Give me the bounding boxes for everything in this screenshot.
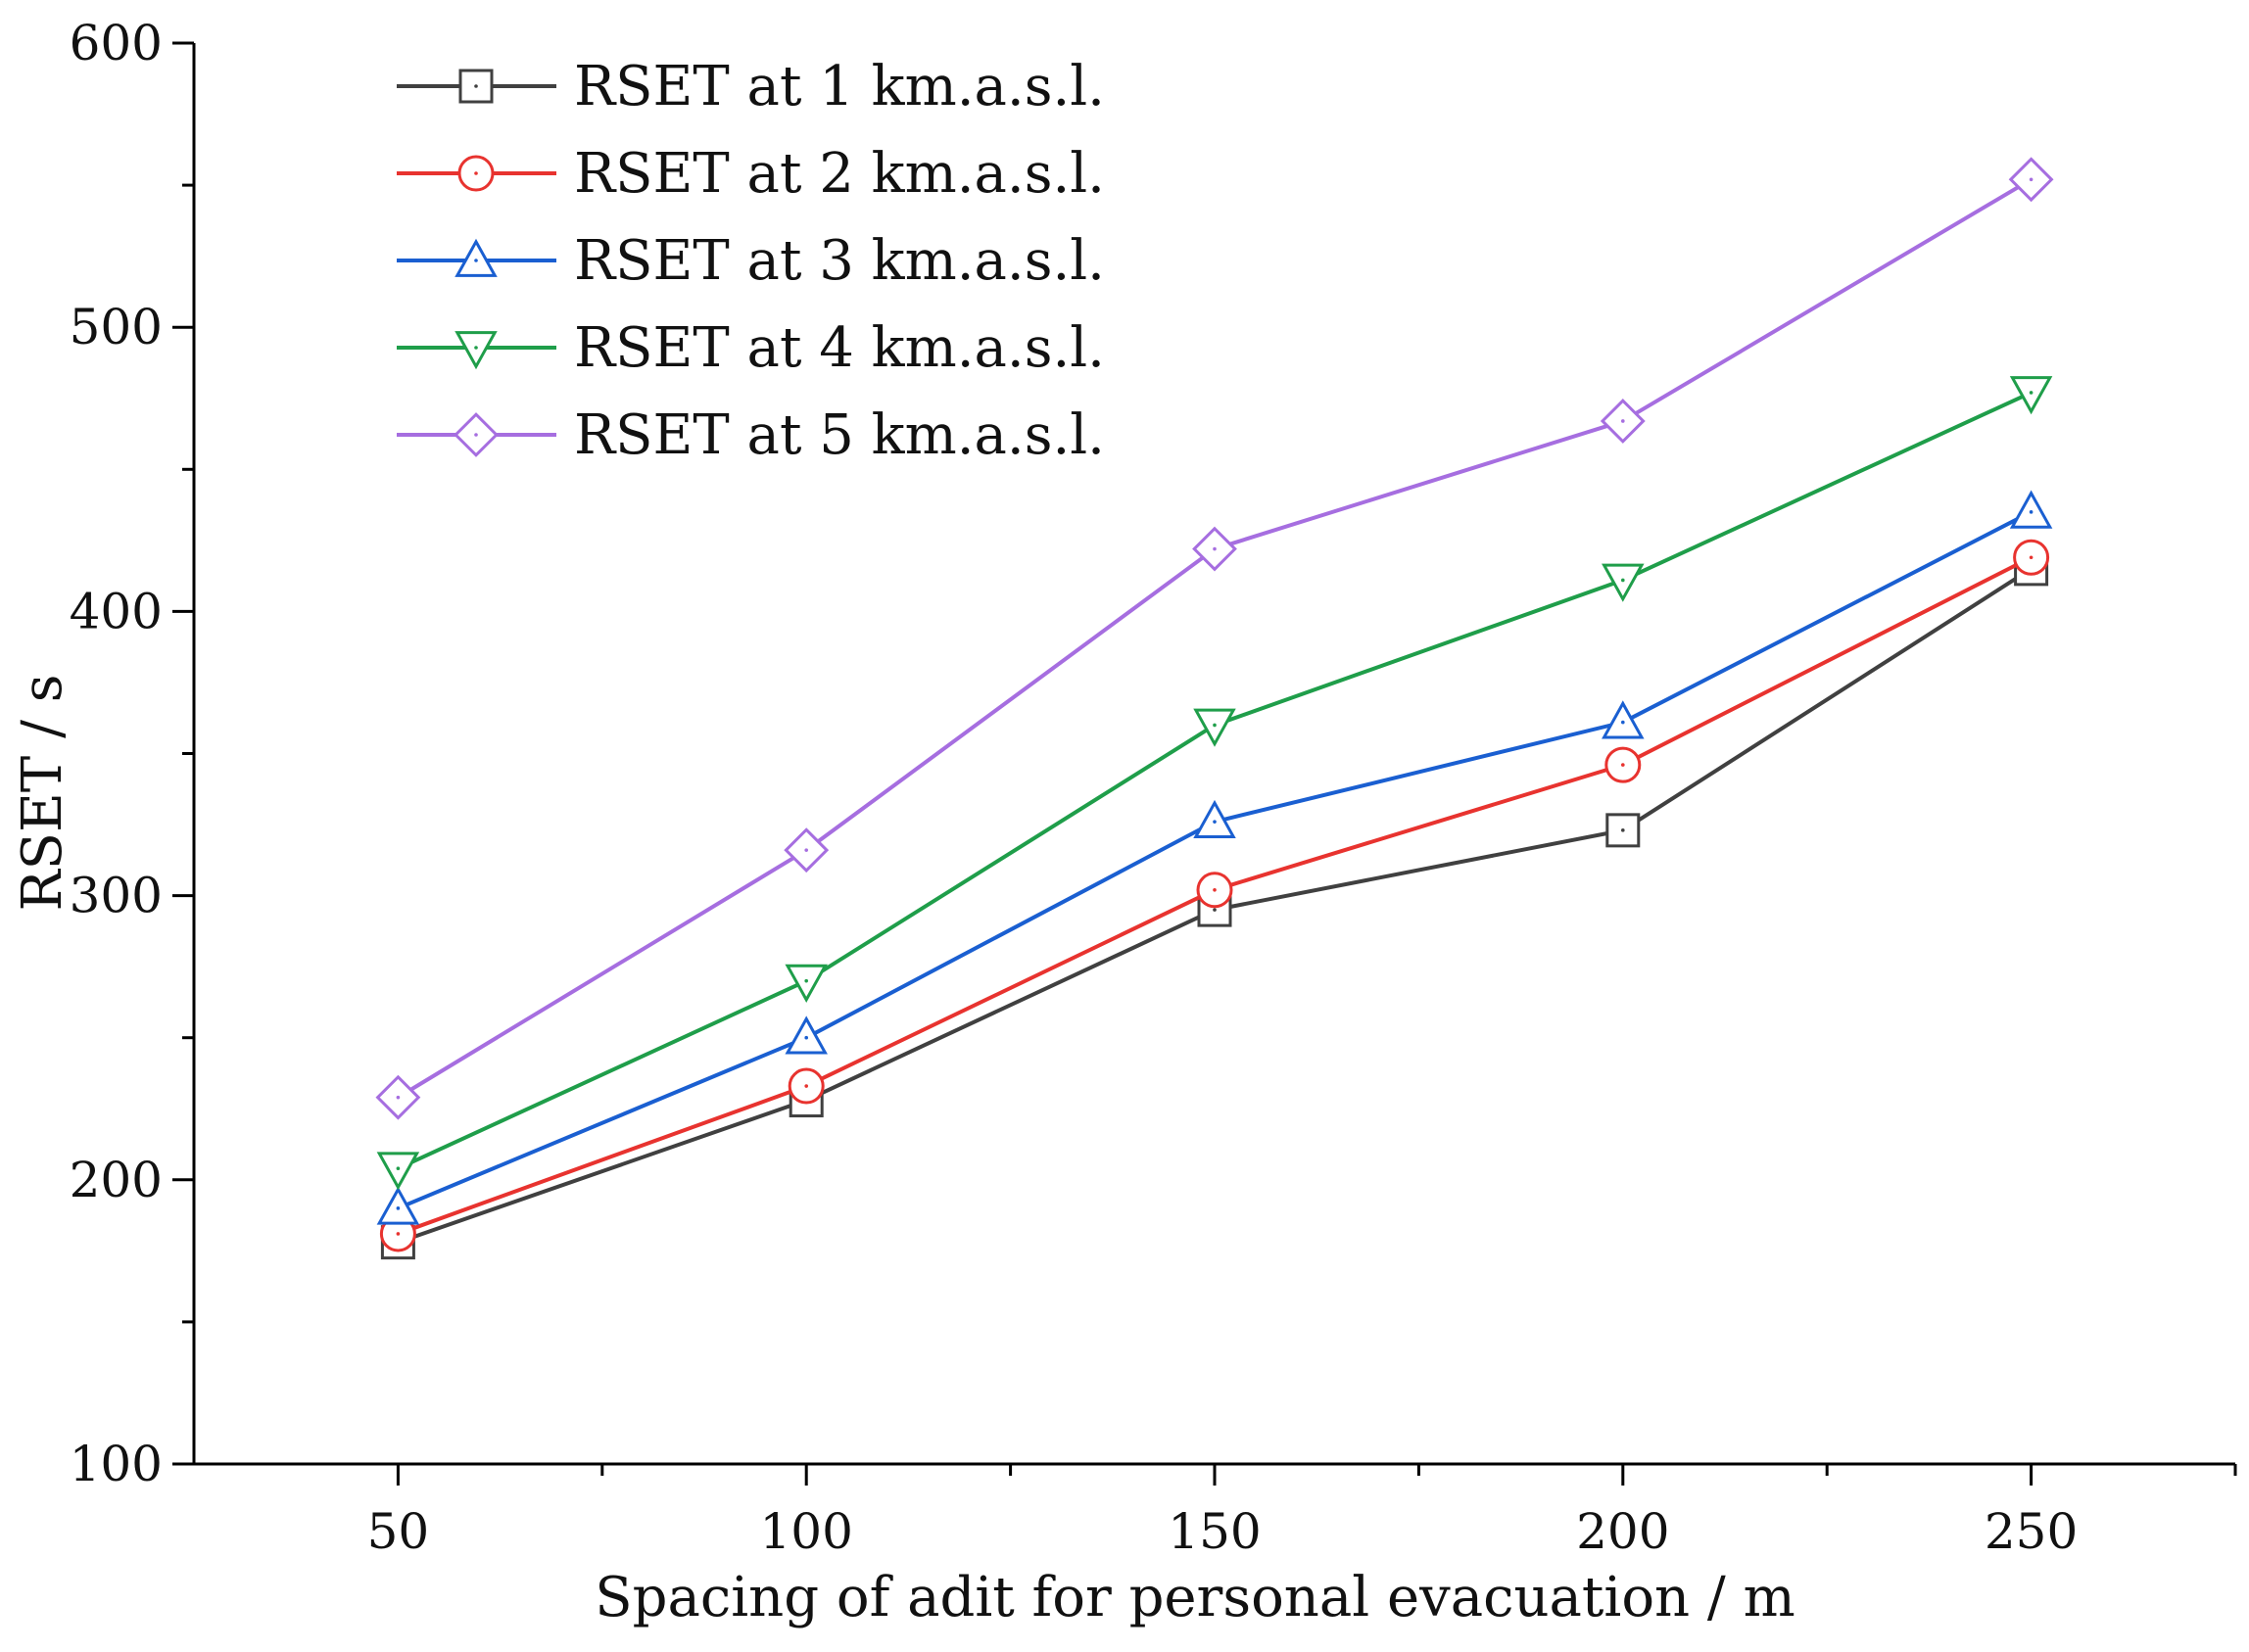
series-4-point-150-center-dot bbox=[1213, 723, 1217, 728]
x-tick-label-250: 250 bbox=[1985, 1503, 2078, 1560]
legend-item-2: RSET at 2 km.a.s.l. bbox=[397, 142, 1105, 206]
legend-marker-4-center-dot bbox=[474, 346, 478, 350]
series-3-point-150-center-dot bbox=[1213, 820, 1217, 824]
series-4-point-150 bbox=[1193, 708, 1236, 747]
series-5-point-200-center-dot bbox=[1621, 419, 1625, 423]
series-5-point-150-center-dot bbox=[1213, 546, 1217, 551]
series-5-point-50-center-dot bbox=[396, 1095, 401, 1100]
series-3-point-50-center-dot bbox=[396, 1206, 401, 1210]
y-tick-label-400: 400 bbox=[70, 583, 163, 639]
legend-item-4: RSET at 4 km.a.s.l. bbox=[397, 316, 1105, 380]
series-4-point-100 bbox=[785, 964, 828, 1003]
legend-marker-5-center-dot bbox=[474, 433, 478, 437]
series-1-point-200-center-dot bbox=[1621, 828, 1625, 832]
series-3-point-100 bbox=[785, 1015, 828, 1055]
series-3 bbox=[376, 490, 2053, 1225]
series-3-point-50 bbox=[376, 1186, 420, 1225]
x-tick-label-50: 50 bbox=[367, 1503, 430, 1560]
series-3-line bbox=[397, 510, 2033, 1210]
series-4-point-50-center-dot bbox=[396, 1166, 401, 1170]
series-5-point-100-center-dot bbox=[804, 848, 808, 852]
legend-marker-3 bbox=[455, 238, 498, 277]
y-tick-label-500: 500 bbox=[70, 299, 163, 355]
y-tick-label-200: 200 bbox=[70, 1152, 163, 1208]
series-2-point-200-center-dot bbox=[1621, 763, 1625, 767]
series-4-point-200 bbox=[1602, 563, 1645, 602]
legend-marker-3-center-dot bbox=[474, 259, 478, 262]
legend-label-3: RSET at 3 km.a.s.l. bbox=[574, 229, 1105, 293]
series-2 bbox=[379, 539, 2050, 1252]
series-2-point-250-center-dot bbox=[2029, 555, 2034, 560]
x-tick-label-100: 100 bbox=[759, 1503, 852, 1560]
series-3-point-250-center-dot bbox=[2029, 510, 2034, 514]
y-tick-label-100: 100 bbox=[70, 1436, 163, 1492]
series-4 bbox=[376, 376, 2053, 1191]
series-3-point-250 bbox=[2009, 490, 2053, 529]
legend-label-4: RSET at 4 km.a.s.l. bbox=[574, 316, 1105, 380]
x-tick-label-150: 150 bbox=[1168, 1503, 1261, 1560]
series-3-point-200-center-dot bbox=[1621, 720, 1625, 725]
series-3-point-150 bbox=[1193, 799, 1236, 839]
legend-marker-1-center-dot bbox=[474, 84, 478, 88]
legend-marker-2-center-dot bbox=[474, 171, 478, 175]
y-axis-title: RSET / s bbox=[11, 675, 74, 912]
series-2-point-50-center-dot bbox=[396, 1232, 401, 1236]
series-4-point-100-center-dot bbox=[804, 978, 808, 983]
series-2-point-150-center-dot bbox=[1213, 887, 1217, 892]
legend-marker-4 bbox=[455, 331, 498, 370]
series-2-point-100-center-dot bbox=[804, 1084, 808, 1088]
legend-label-1: RSET at 1 km.a.s.l. bbox=[574, 55, 1105, 118]
legend-label-5: RSET at 5 km.a.s.l. bbox=[574, 403, 1105, 467]
legend-item-3: RSET at 3 km.a.s.l. bbox=[397, 229, 1105, 293]
series-4-point-250-center-dot bbox=[2029, 391, 2034, 395]
series-4-point-50 bbox=[376, 1152, 420, 1191]
series-5-point-250-center-dot bbox=[2029, 177, 2034, 182]
series-4-point-250 bbox=[2009, 376, 2053, 415]
series-5 bbox=[375, 157, 2054, 1120]
series-4-line bbox=[397, 391, 2033, 1171]
series-4-point-200-center-dot bbox=[1621, 578, 1625, 583]
axes: 50 100 150 200 250 100 200 300 400 500 600 bbox=[70, 15, 2237, 1560]
y-tick-label-300: 300 bbox=[70, 868, 163, 924]
legend-label-2: RSET at 2 km.a.s.l. bbox=[574, 142, 1105, 206]
y-tick-label-600: 600 bbox=[70, 15, 163, 71]
x-tick-label-200: 200 bbox=[1576, 1503, 1669, 1560]
legend-item-5: RSET at 5 km.a.s.l. bbox=[397, 403, 1105, 467]
series-layer bbox=[375, 157, 2054, 1260]
legend: RSET at 1 km.a.s.l. RSET at 2 km.a.s.l. RS… bbox=[397, 55, 1105, 467]
series-3-point-100-center-dot bbox=[804, 1035, 808, 1040]
series-3-point-200 bbox=[1602, 700, 1645, 739]
legend-item-1: RSET at 1 km.a.s.l. bbox=[397, 55, 1105, 118]
x-axis-title: Spacing of adit for personal evacuation … bbox=[595, 1566, 1794, 1629]
series-1-point-150-center-dot bbox=[1213, 908, 1217, 912]
